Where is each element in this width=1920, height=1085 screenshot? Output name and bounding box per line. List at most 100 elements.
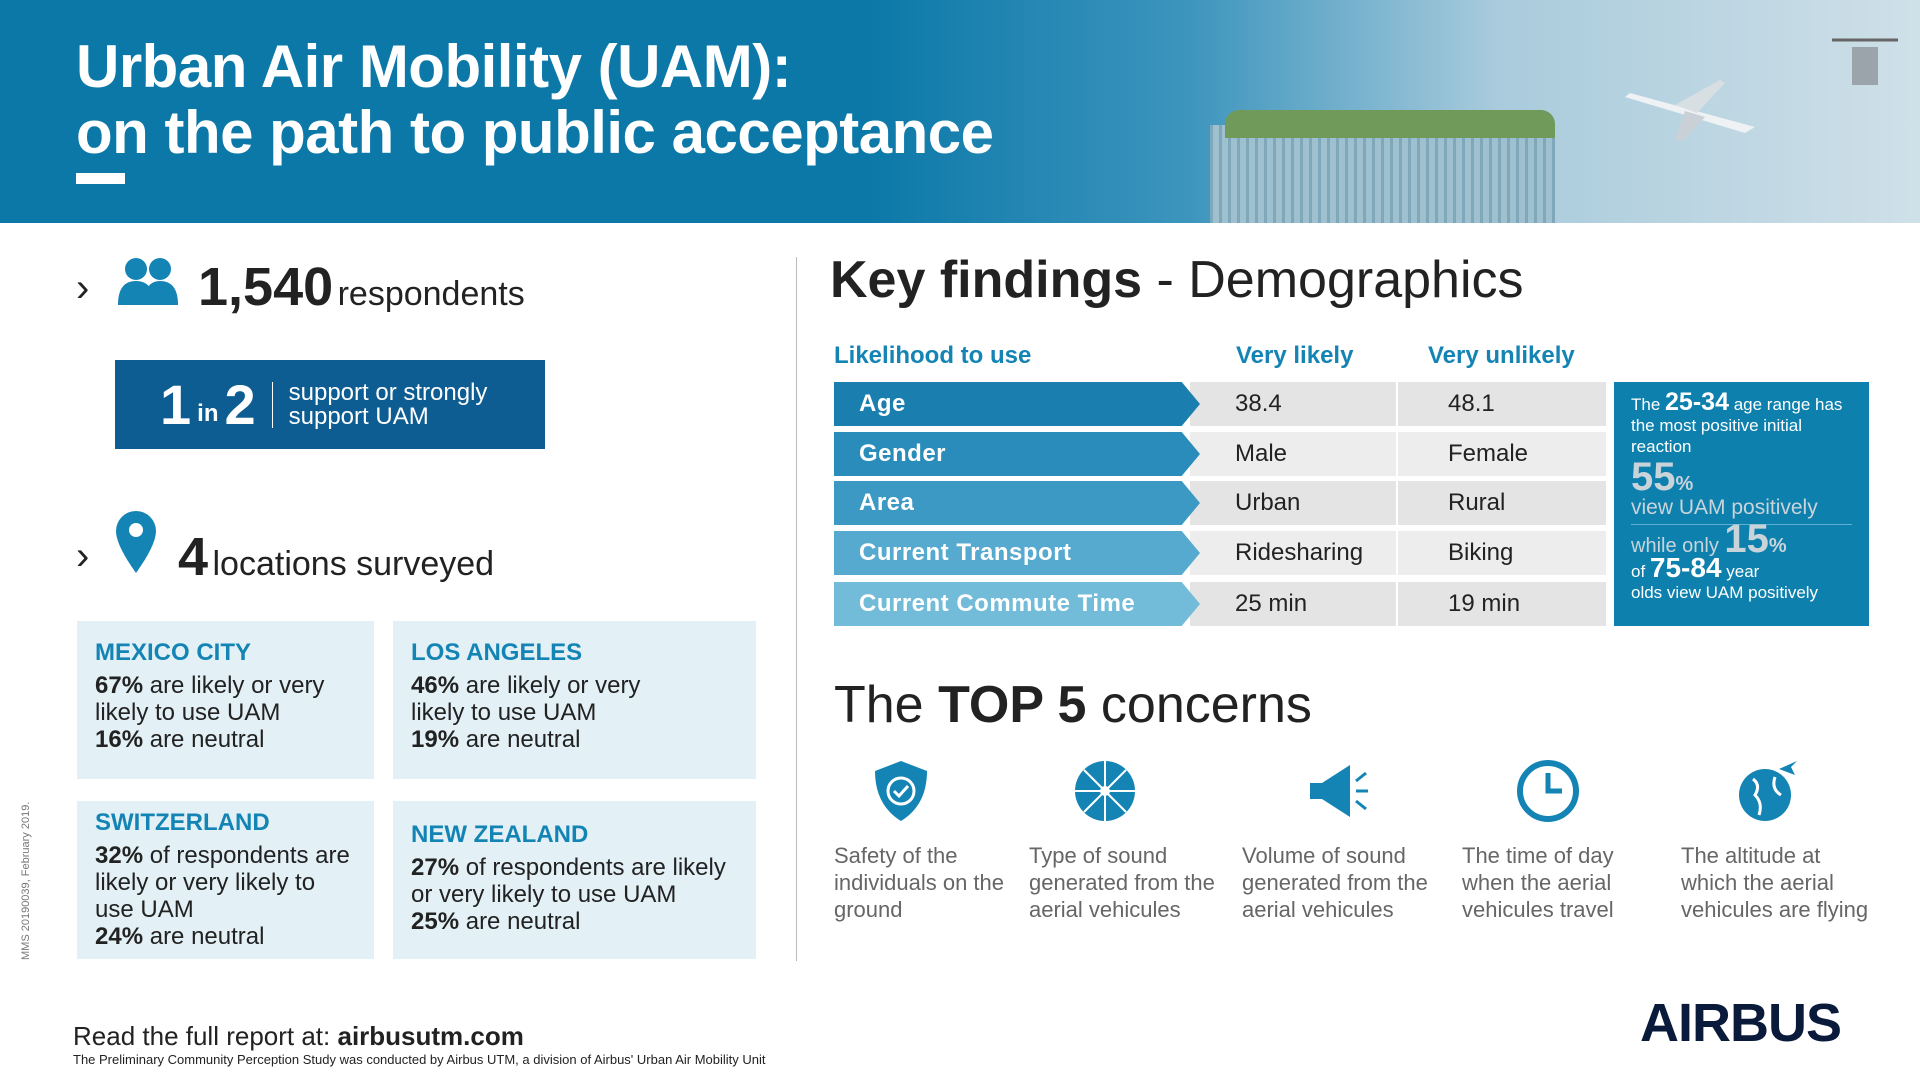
- concern-text: Volume of sound generated from the aeria…: [1242, 843, 1428, 922]
- read-report-label: Read the full report at:: [73, 1021, 338, 1051]
- building-image: [1210, 125, 1555, 223]
- row-label: Current Transport: [834, 531, 1200, 575]
- locations-count: 4: [178, 527, 209, 587]
- concern-text: Type of sound generated from the aerial …: [1029, 843, 1215, 922]
- city-name: MEXICO CITY: [95, 639, 252, 666]
- concern-text: The altitude at which the aerial vehicul…: [1681, 843, 1869, 922]
- cell-very-likely: Ridesharing: [1190, 531, 1396, 575]
- concerns-title: The TOP 5 concerns: [834, 675, 1312, 735]
- ratio-divider: [271, 381, 273, 428]
- stat-text: year: [1721, 562, 1760, 581]
- city-card-mexico-city: MEXICO CITY 67% are likely or very likel…: [77, 621, 374, 779]
- stat-pct-1: 55: [1631, 455, 1676, 499]
- title-post: concerns: [1086, 676, 1312, 734]
- airbus-logo: AIRBUS: [1640, 993, 1842, 1053]
- locations-label: locations surveyed: [212, 545, 495, 583]
- pct-sign: %: [1768, 535, 1787, 557]
- city-pct: 19%: [411, 726, 460, 753]
- title-line-1: Urban Air Mobility (UAM):: [76, 33, 792, 100]
- shield-check-icon: [875, 761, 927, 821]
- city-text: of respondents are likely or very likely…: [411, 854, 726, 908]
- drone-image: [1832, 38, 1898, 85]
- concern-text: Safety of the individuals on the ground: [834, 843, 1005, 922]
- city-pct: 67%: [95, 672, 144, 699]
- title-line-2: on the path to public acceptance: [76, 99, 994, 166]
- city-card-los-angeles: LOS ANGELES 46% are likely or very likel…: [393, 621, 756, 779]
- city-text: are likely or very likely to use UAM: [411, 672, 641, 726]
- cell-very-likely: Male: [1190, 432, 1396, 476]
- city-text: are neutral: [143, 726, 265, 753]
- cell-very-unlikely: Biking: [1398, 531, 1606, 575]
- city-text: are neutral: [143, 923, 265, 950]
- concern-text: The time of day when the aerial vehicule…: [1462, 843, 1614, 922]
- people-icon: [118, 258, 178, 305]
- city-card-switzerland: SWITZERLAND 32% of respondents are likel…: [77, 801, 374, 959]
- cell-very-unlikely: Rural: [1398, 481, 1606, 525]
- title-underline: [76, 173, 125, 184]
- row-label: Age: [834, 382, 1200, 426]
- cell-very-likely: Urban: [1190, 481, 1396, 525]
- cell-very-unlikely: 48.1: [1398, 382, 1606, 426]
- footer-note: The Preliminary Community Perception Stu…: [73, 1052, 766, 1067]
- city-text: are likely or very likely to use UAM: [95, 672, 325, 726]
- stat-age-1: 25-34: [1665, 388, 1729, 416]
- support-ratio-box: 1 in 2 support or strongly support UAM: [115, 360, 545, 449]
- chevron-right-icon: ›: [76, 266, 90, 310]
- vertical-divider: [796, 257, 797, 961]
- stat-view-2: olds view UAM positively: [1631, 583, 1819, 602]
- title-pre: The: [834, 676, 939, 734]
- city-pct: 32%: [95, 842, 144, 869]
- side-note: MMS 20190039, February 2019.: [20, 801, 32, 960]
- sound-wave-icon: [1075, 761, 1135, 821]
- column-header-very-unlikely: Very unlikely: [1428, 342, 1575, 369]
- chevron-right-icon: ›: [76, 534, 90, 578]
- ratio-one: 1: [160, 373, 192, 436]
- city-text: are neutral: [459, 726, 581, 753]
- clock-icon: [1517, 760, 1579, 822]
- cell-very-unlikely: 19 min: [1398, 582, 1606, 626]
- key-findings-title: Key findings - Demographics: [830, 250, 1524, 310]
- city-card-new-zealand: NEW ZEALAND 27% of respondents are likel…: [393, 801, 756, 959]
- city-pct: 16%: [95, 726, 144, 753]
- stat-age-2: 75-84: [1649, 552, 1722, 583]
- respondents-label: respondents: [337, 275, 525, 313]
- stat-view-1: view UAM positively: [1631, 497, 1852, 525]
- pct-sign: %: [1675, 473, 1694, 495]
- city-pct: 27%: [411, 854, 460, 881]
- city-pct: 46%: [411, 672, 460, 699]
- city-text: of respondents are likely or very likely…: [95, 842, 350, 923]
- stat-text: of: [1631, 562, 1650, 581]
- report-link[interactable]: airbusutm.com: [337, 1021, 524, 1051]
- megaphone-icon: [1310, 765, 1368, 817]
- stat-text: while only: [1631, 535, 1725, 557]
- title-bold: TOP 5: [938, 676, 1087, 734]
- globe-plane-icon: [1739, 761, 1797, 821]
- respondents-count: 1,540: [198, 257, 334, 317]
- ratio-in: in: [197, 399, 219, 427]
- ratio-text-1: support or strongly: [288, 378, 488, 406]
- title-bold: Key findings: [830, 251, 1143, 309]
- stat-text: age range has the most positive initial …: [1631, 395, 1843, 456]
- stat-text: The: [1631, 395, 1666, 414]
- header-banner: Urban Air Mobility (UAM): on the path to…: [0, 0, 1920, 223]
- cell-very-likely: 38.4: [1190, 382, 1396, 426]
- city-pct: 24%: [95, 923, 144, 950]
- city-pct: 25%: [411, 908, 460, 935]
- row-label: Gender: [834, 432, 1200, 476]
- airplane-image: [1625, 80, 1755, 141]
- city-name: SWITZERLAND: [95, 809, 270, 836]
- row-label: Area: [834, 481, 1200, 525]
- column-header-very-likely: Very likely: [1236, 342, 1354, 369]
- cell-very-unlikely: Female: [1398, 432, 1606, 476]
- city-text: are neutral: [459, 908, 581, 935]
- ratio-two: 2: [224, 373, 256, 436]
- map-pin-icon: [116, 511, 156, 573]
- cell-very-likely: 25 min: [1190, 582, 1396, 626]
- age-stat-box: The 25-34 age range has the most positiv…: [1614, 382, 1869, 626]
- city-name: LOS ANGELES: [411, 639, 583, 666]
- stat-pct-2: 15: [1724, 517, 1769, 561]
- title-rest: - Demographics: [1142, 251, 1524, 309]
- rooftop-trees: [1225, 110, 1555, 138]
- ratio-text-2: support UAM: [288, 402, 429, 430]
- column-header-likelihood: Likelihood to use: [834, 342, 1032, 369]
